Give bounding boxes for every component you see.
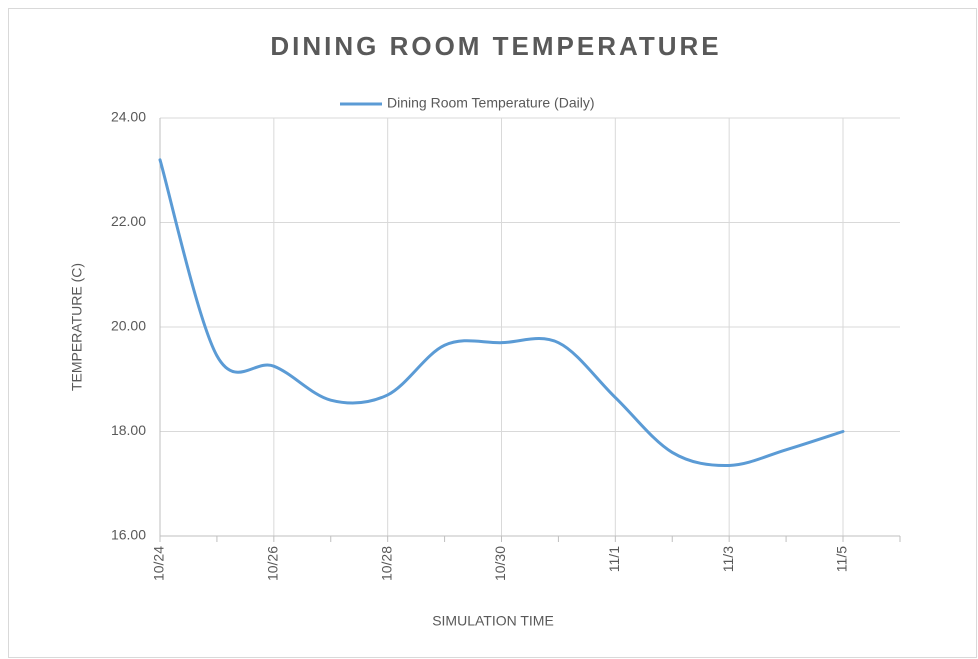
- x-tick-label: 10/28: [378, 546, 394, 581]
- x-tick-label: 10/30: [492, 546, 508, 581]
- y-tick-label: 16.00: [111, 527, 146, 543]
- y-tick-label: 22.00: [111, 213, 146, 229]
- y-axis-title: TEMPERATURE (C): [69, 263, 85, 391]
- y-tick-label: 24.00: [111, 109, 146, 125]
- x-tick-label: 11/5: [834, 546, 850, 572]
- series-line: [158, 158, 845, 467]
- y-tick-label: 18.00: [111, 422, 146, 438]
- legend-label: Dining Room Temperature (Daily): [387, 95, 594, 111]
- x-tick-label: 11/3: [720, 546, 736, 572]
- x-tick-label: 11/1: [606, 546, 622, 572]
- x-axis-title: SIMULATION TIME: [432, 613, 554, 629]
- chart-border: [8, 8, 977, 658]
- y-tick-label: 20.00: [111, 318, 146, 334]
- x-tick-label: 10/26: [265, 546, 281, 581]
- chart-title: DINING ROOM TEMPERATURE: [270, 31, 721, 61]
- x-tick-label: 10/24: [151, 546, 167, 581]
